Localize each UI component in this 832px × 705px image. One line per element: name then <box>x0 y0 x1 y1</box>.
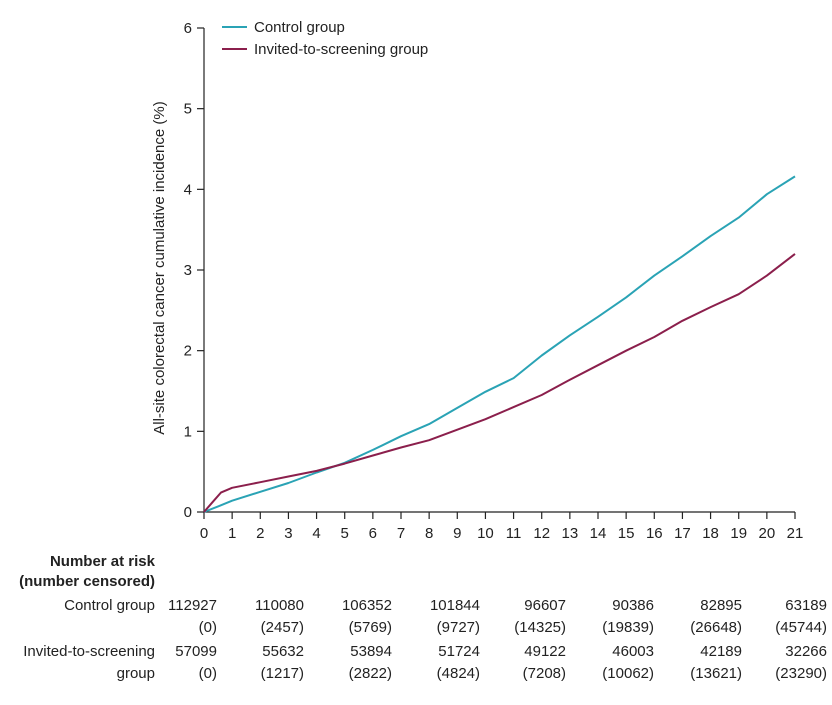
x-tick-label: 5 <box>341 525 349 542</box>
x-tick-label: 1 <box>228 525 236 542</box>
x-tick-label: 18 <box>702 525 719 542</box>
x-tick-label: 15 <box>618 525 635 542</box>
x-tick-label: 6 <box>369 525 377 542</box>
x-tick-label: 17 <box>674 525 691 542</box>
series-line-1 <box>203 253 796 513</box>
y-tick-label: 6 <box>184 20 192 37</box>
x-tick-label: 9 <box>453 525 461 542</box>
y-tick-label: 0 <box>184 504 192 521</box>
x-tick-label: 0 <box>200 525 208 542</box>
y-tick-label: 5 <box>184 101 192 118</box>
x-tick-label: 12 <box>533 525 550 542</box>
legend: Control group Invited-to-screening group <box>222 19 428 58</box>
x-tick-label: 14 <box>590 525 607 542</box>
x-tick-label: 8 <box>425 525 433 542</box>
y-axis-label: All-site colorectal cancer cumulative in… <box>151 101 168 434</box>
x-tick-label: 20 <box>759 525 776 542</box>
series-line-0 <box>203 175 796 513</box>
x-tick-label: 4 <box>312 525 320 542</box>
legend-label-1: Invited-to-screening group <box>254 41 428 58</box>
series-layer <box>203 175 796 513</box>
x-tick-label: 11 <box>506 525 522 542</box>
x-tick-label: 10 <box>477 525 494 542</box>
y-tick-label: 3 <box>184 262 192 279</box>
x-tick-label: 19 <box>730 525 747 542</box>
legend-label-0: Control group <box>254 19 345 36</box>
y-tick-label: 2 <box>184 343 192 360</box>
x-tick-label: 16 <box>646 525 663 542</box>
x-tick-label: 3 <box>284 525 292 542</box>
x-tick-label: 2 <box>256 525 264 542</box>
x-tick-label: 21 <box>787 525 804 542</box>
y-tick-label: 1 <box>184 423 192 440</box>
x-tick-label: 13 <box>562 525 579 542</box>
y-tick-label: 4 <box>184 181 192 198</box>
x-tick-label: 7 <box>397 525 405 542</box>
